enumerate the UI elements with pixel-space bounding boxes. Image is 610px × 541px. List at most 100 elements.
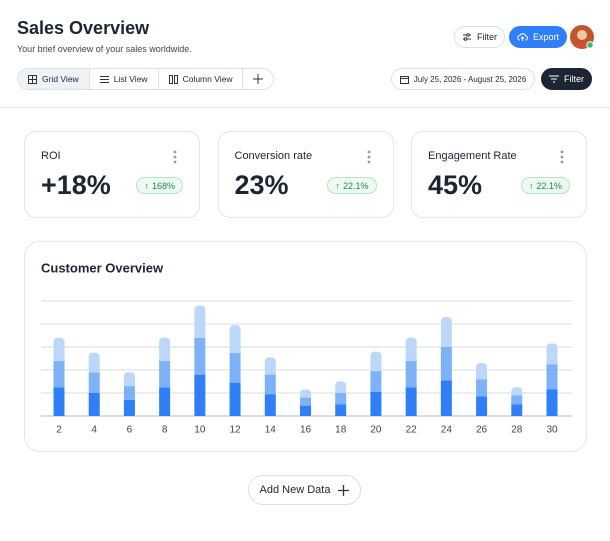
- bar-segment: [300, 397, 311, 406]
- chart: Customer Overview 2 4 6 8 10 12 14 16 18 20 22 24 26…: [41, 260, 572, 436]
- divider: [0, 107, 610, 108]
- x-tick-label: 4: [91, 425, 97, 436]
- bar-segment: [546, 389, 558, 416]
- bar-segment: [194, 305, 206, 338]
- calendar-icon: [399, 75, 409, 84]
- bar-segment: [159, 360, 171, 388]
- x-tick-label: 10: [194, 425, 206, 436]
- stat-label: ROI: [41, 150, 61, 162]
- bar-segment: [229, 352, 241, 383]
- stat-card: Engagement Rate 45% ↑ 22.1%: [411, 131, 587, 218]
- bar-segment: [511, 395, 523, 405]
- dark-filter-button[interactable]: Filter: [541, 68, 592, 90]
- x-tick-label: 2: [56, 425, 62, 436]
- bar-segment: [440, 347, 452, 381]
- stat-label: Conversion rate: [234, 150, 313, 162]
- change-badge: ↑ 22.1%: [520, 177, 570, 194]
- filter-label: Filter: [477, 32, 497, 42]
- bar-segment: [511, 387, 523, 396]
- x-tick-label: 24: [441, 425, 453, 436]
- add-tab[interactable]: [243, 69, 273, 89]
- x-tick-label: 26: [476, 425, 488, 436]
- tab-label: List View: [113, 74, 148, 84]
- dot: [173, 150, 177, 154]
- bar-segment: [405, 360, 417, 388]
- tab-label: Column View: [182, 74, 233, 84]
- bar-segment: [123, 399, 135, 416]
- export-button[interactable]: Export: [509, 26, 567, 48]
- bar-segment: [159, 337, 171, 361]
- arrow-icon: ↑: [335, 180, 340, 191]
- column-icon: [168, 74, 178, 84]
- chart-card: Customer Overview 2 4 6 8 10 12 14 16 18 20 22 24 26…: [24, 241, 587, 452]
- plus-icon: [338, 484, 350, 496]
- stat-label: Engagement Rate: [428, 150, 517, 162]
- bar-segment: [264, 394, 276, 416]
- bar-segment: [511, 404, 523, 416]
- filter-button[interactable]: Filter: [454, 26, 505, 48]
- bar-segment: [440, 380, 452, 416]
- bar-segment: [229, 325, 241, 353]
- bar-segment: [300, 405, 311, 416]
- bar-segment: [335, 404, 347, 416]
- date-label: July 25, 2026 - August 25, 2026: [413, 74, 527, 84]
- x-tick-label: 12: [230, 425, 242, 436]
- page-title: Sales Overview: [17, 18, 150, 38]
- dot: [367, 155, 370, 159]
- x-tick-label: 16: [300, 425, 312, 436]
- tab-label: Grid View: [42, 74, 79, 84]
- bar-segment: [476, 363, 488, 380]
- stat-value: +18%: [41, 170, 111, 200]
- x-tick-label: 18: [335, 425, 347, 436]
- menu-dots: [560, 150, 564, 164]
- bar-segment: [88, 393, 100, 416]
- tab[interactable]: List View: [90, 69, 159, 89]
- chart-title: Customer Overview: [41, 260, 164, 275]
- arrow-icon: ↑: [144, 180, 149, 191]
- change-label: 168%: [151, 180, 175, 191]
- bar-segment: [440, 317, 452, 347]
- bar-segment: [123, 372, 135, 387]
- stat-value: 45%: [428, 170, 483, 200]
- tab[interactable]: Column View: [159, 69, 244, 89]
- bar-segment: [88, 372, 100, 393]
- x-tick-label: 28: [511, 425, 523, 436]
- filter-icon: [549, 75, 559, 83]
- bar-segment: [53, 387, 65, 416]
- bar-segment: [194, 374, 206, 416]
- bar-segment: [159, 387, 171, 416]
- arrow-icon: ↑: [528, 180, 534, 191]
- add-data-button[interactable]: Add New Data: [248, 475, 361, 505]
- bar-segment: [546, 364, 558, 390]
- date-range[interactable]: July 25, 2026 - August 25, 2026: [391, 68, 535, 90]
- bar-segment: [370, 371, 382, 392]
- x-tick-label: 14: [265, 425, 277, 436]
- change-badge: ↑ 168%: [136, 177, 183, 194]
- avatar[interactable]: [570, 25, 596, 51]
- bar-segment: [476, 379, 488, 397]
- bar-segment: [335, 393, 347, 405]
- change-label: 22.1%: [342, 180, 369, 191]
- bar-segment: [476, 396, 488, 416]
- list-icon: [99, 75, 109, 83]
- bar-segment: [335, 381, 347, 393]
- dot: [560, 150, 564, 154]
- menu-dots: [173, 150, 177, 164]
- filter-label: Filter: [564, 74, 584, 84]
- stat-card: Conversion rate 23% ↑ 22.1%: [217, 131, 394, 218]
- stat-value: 23%: [234, 170, 289, 200]
- tab[interactable]: Grid View: [18, 69, 90, 89]
- bar-segment: [123, 386, 135, 400]
- bar-segment: [194, 337, 206, 375]
- export-label: Export: [532, 32, 559, 42]
- bar-segment: [88, 352, 100, 373]
- subtitle: Your brief overview of your sales worldw…: [17, 44, 192, 54]
- stat-card: ROI +18% ↑ 168%: [24, 131, 200, 218]
- cloud-icon: [517, 33, 528, 41]
- x-tick-label: 8: [162, 425, 168, 436]
- dot: [367, 160, 370, 164]
- dot: [173, 155, 177, 159]
- x-tick-label: 22: [406, 425, 418, 436]
- dot: [367, 150, 370, 154]
- dot: [560, 160, 564, 164]
